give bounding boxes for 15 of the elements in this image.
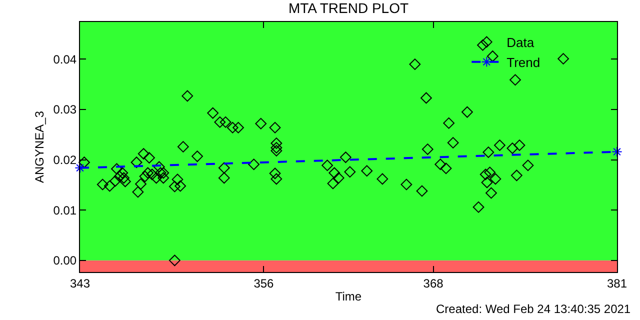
text: Created: Wed Feb 24 13:40:35 2021 — [436, 302, 631, 316]
chart-title: MTA TREND PLOT — [288, 0, 409, 16]
x-axis-title: Time — [335, 289, 362, 304]
x-tick-label: 368 — [423, 276, 444, 290]
x-tick-label: 343 — [70, 276, 90, 290]
y-tick-label: 0.03 — [53, 102, 77, 117]
x-tick-label: 356 — [254, 276, 274, 290]
x-tick-label: 381 — [606, 276, 628, 290]
legend-label: Data — [506, 35, 535, 50]
y-tick-label: 0.04 — [53, 52, 77, 66]
y-tick-label: 0.00 — [53, 254, 77, 268]
legend-label: Trend — [506, 54, 540, 70]
y-axis-title: ANGYNEA_3 — [32, 110, 47, 184]
y-tick-label: 0.02 — [53, 153, 77, 168]
y-tick-label: 0.01 — [53, 203, 77, 218]
